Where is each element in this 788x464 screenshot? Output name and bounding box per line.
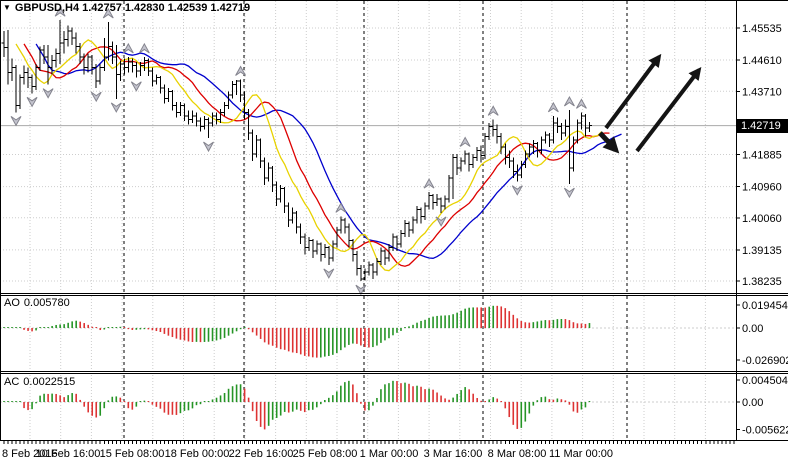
fractal-down-icon	[563, 187, 575, 199]
symbol-timeframe: GBPUSD,H4	[14, 2, 80, 14]
fractal-up-icon	[138, 42, 150, 54]
indicator-axis-label: 0.00	[742, 397, 763, 409]
chart-title: ▼ GBPUSD,H4 1.42757 1.42830 1.42539 1.42719	[3, 2, 253, 16]
fractal-up-icon	[459, 136, 471, 147]
fractal-down-icon	[26, 96, 38, 108]
price-axis-label: 1.40960	[742, 182, 782, 194]
fractal-up-icon	[54, 6, 66, 17]
fractal-down-icon	[10, 115, 22, 127]
indicator-axis-label: -0.026902	[742, 355, 788, 367]
fractal-up-icon	[235, 65, 247, 76]
fractal-down-icon	[511, 185, 523, 196]
x-axis-label: 8 Feb 2016	[2, 448, 58, 460]
ao-value: 0.005780	[23, 297, 70, 309]
price-axis-label: 1.38235	[742, 276, 782, 288]
fractal-up-icon	[122, 42, 134, 54]
price-axis-label: 1.45535	[742, 23, 782, 35]
fractal-up-icon	[563, 95, 575, 107]
ohlc-low: 1.42539	[167, 2, 208, 14]
x-axis-label: 8 Mar 08:00	[488, 448, 547, 460]
ohlc-open: 1.42757	[82, 2, 122, 14]
price-axis-label: 1.41885	[742, 150, 782, 162]
trend-arrow-up	[604, 53, 662, 130]
ohlc-close: 1.42719	[210, 2, 251, 14]
x-axis-label: 22 Feb 16:00	[229, 448, 294, 460]
price-axis-label: 1.40060	[742, 213, 782, 225]
x-axis-label: 15 Feb 08:00	[100, 448, 165, 460]
indicator-axis-label: -0.0056222	[742, 424, 788, 436]
ao-name: AO	[4, 297, 20, 309]
symbol-dropdown-icon[interactable]: ▼	[3, 3, 11, 12]
fractal-up-icon	[576, 98, 587, 109]
indicator-axis-label: 0.0045044	[742, 375, 788, 387]
x-axis-label: 1 Mar 00:00	[360, 448, 419, 460]
fractal-down-icon	[110, 102, 122, 113]
x-axis-label: 25 Feb 08:00	[293, 448, 358, 460]
fractal-down-icon	[203, 141, 214, 153]
fractal-up-icon	[547, 101, 559, 113]
fractal-up-icon	[423, 178, 435, 189]
pullback-arrow-down	[598, 131, 620, 154]
current-price-badge: 1.42719	[737, 119, 788, 133]
price-axis-label: 1.43710	[742, 86, 782, 98]
indicator-axis-label: 0.019454	[742, 300, 788, 312]
ac-indicator-label: AC 0.0022515	[4, 376, 79, 388]
indicator-axis-label: 0.00	[742, 323, 763, 335]
ohlc-high: 1.42830	[124, 2, 165, 14]
ac-value: 0.0022515	[23, 376, 76, 388]
fractal-down-icon	[42, 88, 54, 99]
x-axis-label: 10 Feb 16:00	[36, 448, 101, 460]
fractal-down-icon	[130, 81, 142, 92]
trend-arrow-up	[635, 66, 702, 153]
price-axis-label: 1.44610	[742, 55, 782, 67]
ac-name: AC	[4, 376, 20, 388]
fractal-down-icon	[435, 216, 447, 227]
fractal-down-icon	[90, 91, 102, 103]
fractal-up-icon	[335, 202, 347, 213]
fractal-down-icon	[355, 284, 367, 296]
x-axis-label: 18 Feb 00:00	[165, 448, 230, 460]
fractal-up-icon	[487, 105, 499, 116]
ao-indicator-label: AO 0.005780	[4, 297, 74, 309]
x-axis-label: 3 Mar 16:00	[424, 448, 483, 460]
fractal-up-icon	[102, 7, 114, 19]
fractal-down-icon	[323, 268, 335, 279]
price-axis-label: 1.39135	[742, 245, 782, 257]
x-axis-label: 11 Mar 00:00	[549, 448, 613, 460]
